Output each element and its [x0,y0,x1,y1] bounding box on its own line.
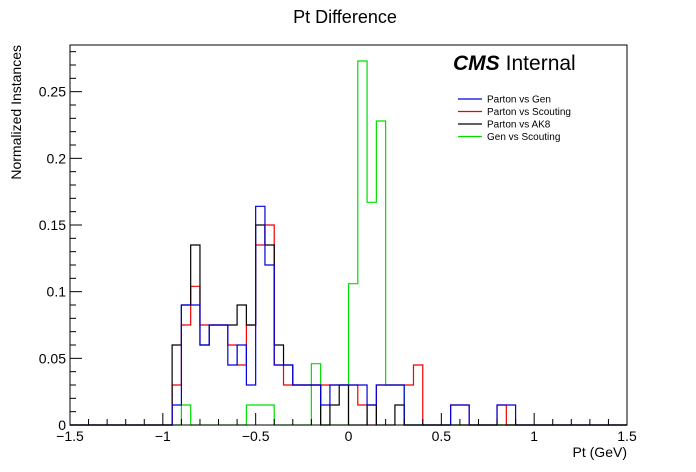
y-tick-label: 0.25 [39,84,66,100]
x-tick-label: −1 [155,428,171,444]
y-tick-label: 0.2 [47,150,67,166]
y-tick-label: 0 [58,417,66,433]
x-tick-label: 1.5 [617,428,637,444]
legend-label: Gen vs Scouting [487,132,560,143]
x-axis-ticks: −1.5 −1 −0.5 0 0.5 1 1.5 [56,413,637,444]
x-tick-label: −1.5 [56,428,84,444]
cms-label-bold: CMS [453,52,500,75]
y-axis-ticks: 0 0.05 0.1 0.15 0.2 0.25 [39,51,82,433]
legend-label: Parton vs Scouting [487,107,571,118]
x-axis-title: Pt (GeV) [573,444,627,460]
x-tick-label: 0 [345,428,353,444]
cms-label-internal: Internal [506,52,576,75]
chart-title: Pt Difference [293,7,397,27]
x-tick-label: −0.5 [242,428,270,444]
legend-label: Parton vs Gen [487,95,551,106]
legend-label: Parton vs AK8 [487,120,551,131]
y-tick-label: 0.1 [47,284,67,300]
y-tick-label: 0.15 [39,217,66,233]
cms-label: CMS Internal [453,52,576,75]
x-tick-label: 0.5 [432,428,452,444]
series-line-parton-vs-gen [70,205,627,426]
y-axis-title: Normalized Instances [8,45,24,180]
y-tick-label: 0.05 [39,350,66,366]
x-tick-label: 1 [530,428,538,444]
